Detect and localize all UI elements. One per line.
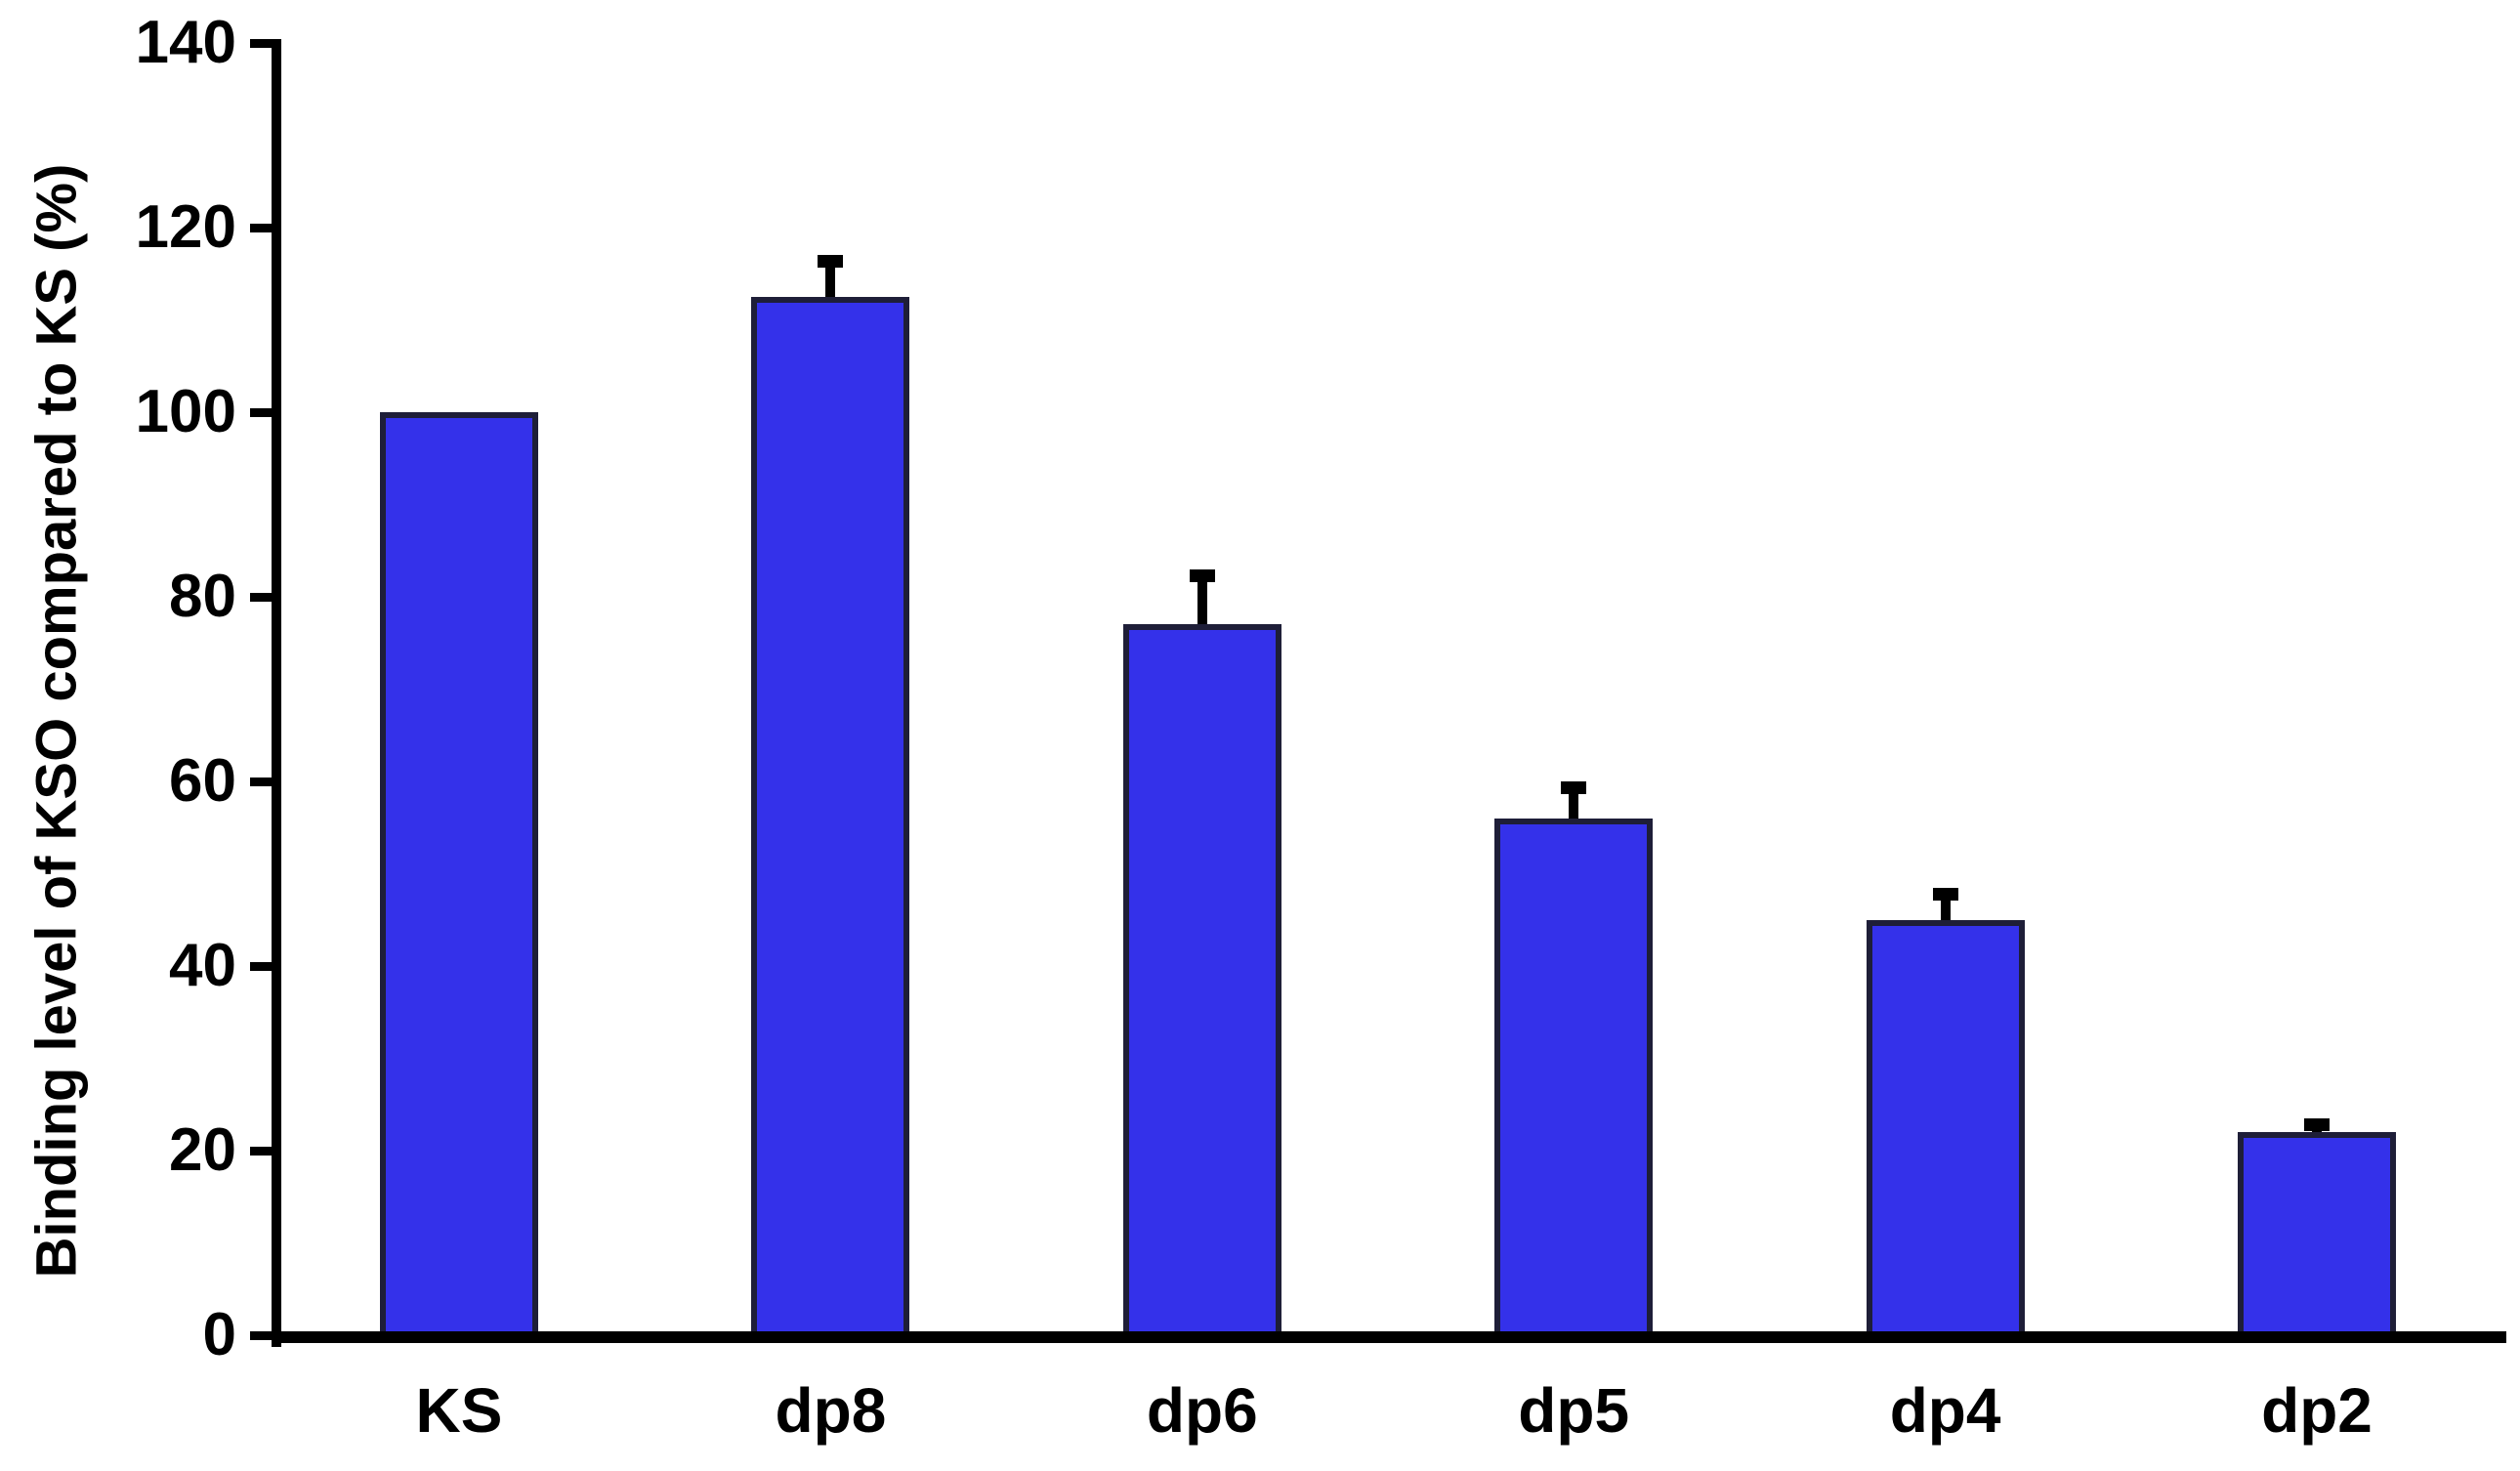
y-axis-tick bbox=[250, 223, 272, 232]
y-axis-tick bbox=[250, 1146, 272, 1156]
bar-dp5 bbox=[1494, 818, 1654, 1339]
x-axis-label-dp2: dp2 bbox=[2261, 1375, 2373, 1446]
x-axis-label-dp8: dp8 bbox=[775, 1375, 887, 1446]
x-axis-label-dp5: dp5 bbox=[1518, 1375, 1630, 1446]
y-axis-tick-label: 40 bbox=[169, 932, 236, 999]
y-axis-tick bbox=[250, 407, 272, 417]
y-axis-line bbox=[272, 39, 281, 1347]
y-axis-tick-label: 80 bbox=[169, 563, 236, 630]
y-axis-tick bbox=[250, 777, 272, 786]
bar-dp8 bbox=[751, 296, 910, 1339]
y-axis-tick-label: 100 bbox=[135, 378, 236, 445]
error-bar-cap-dp2 bbox=[2304, 1117, 2330, 1131]
x-axis-label-KS: KS bbox=[415, 1375, 503, 1446]
bar-KS bbox=[380, 412, 538, 1339]
y-axis-tick-label: 0 bbox=[202, 1301, 236, 1368]
error-bar-stem-dp4 bbox=[1940, 887, 1951, 920]
y-axis-tick bbox=[250, 592, 272, 602]
error-bar-cap-dp5 bbox=[1561, 781, 1587, 794]
error-bar-stem-dp5 bbox=[1569, 781, 1579, 819]
error-bar-stem-dp8 bbox=[825, 255, 836, 297]
y-axis-tick bbox=[250, 38, 272, 48]
error-bar-cap-dp8 bbox=[818, 255, 844, 269]
bar-dp4 bbox=[1866, 919, 2025, 1339]
y-axis-tick-label: 60 bbox=[169, 747, 236, 815]
bar-dp2 bbox=[2238, 1132, 2396, 1339]
y-axis-tick-label: 140 bbox=[135, 9, 236, 76]
error-bar-cap-dp6 bbox=[1189, 568, 1215, 582]
error-bar-cap-dp4 bbox=[1932, 887, 1958, 901]
y-axis-tick bbox=[250, 1330, 272, 1340]
error-bar-stem-dp6 bbox=[1197, 568, 1207, 625]
x-axis-label-dp4: dp4 bbox=[1889, 1375, 2001, 1446]
y-axis-tick bbox=[250, 961, 272, 971]
x-axis-label-dp6: dp6 bbox=[1146, 1375, 1258, 1446]
x-axis-line bbox=[272, 1331, 2506, 1343]
y-axis-tick-label: 120 bbox=[135, 193, 236, 261]
y-axis-tick-label: 20 bbox=[169, 1116, 236, 1184]
bar-dp6 bbox=[1122, 624, 1281, 1339]
y-axis-title: Binding level of KSO compared to KS (%) bbox=[24, 163, 89, 1279]
